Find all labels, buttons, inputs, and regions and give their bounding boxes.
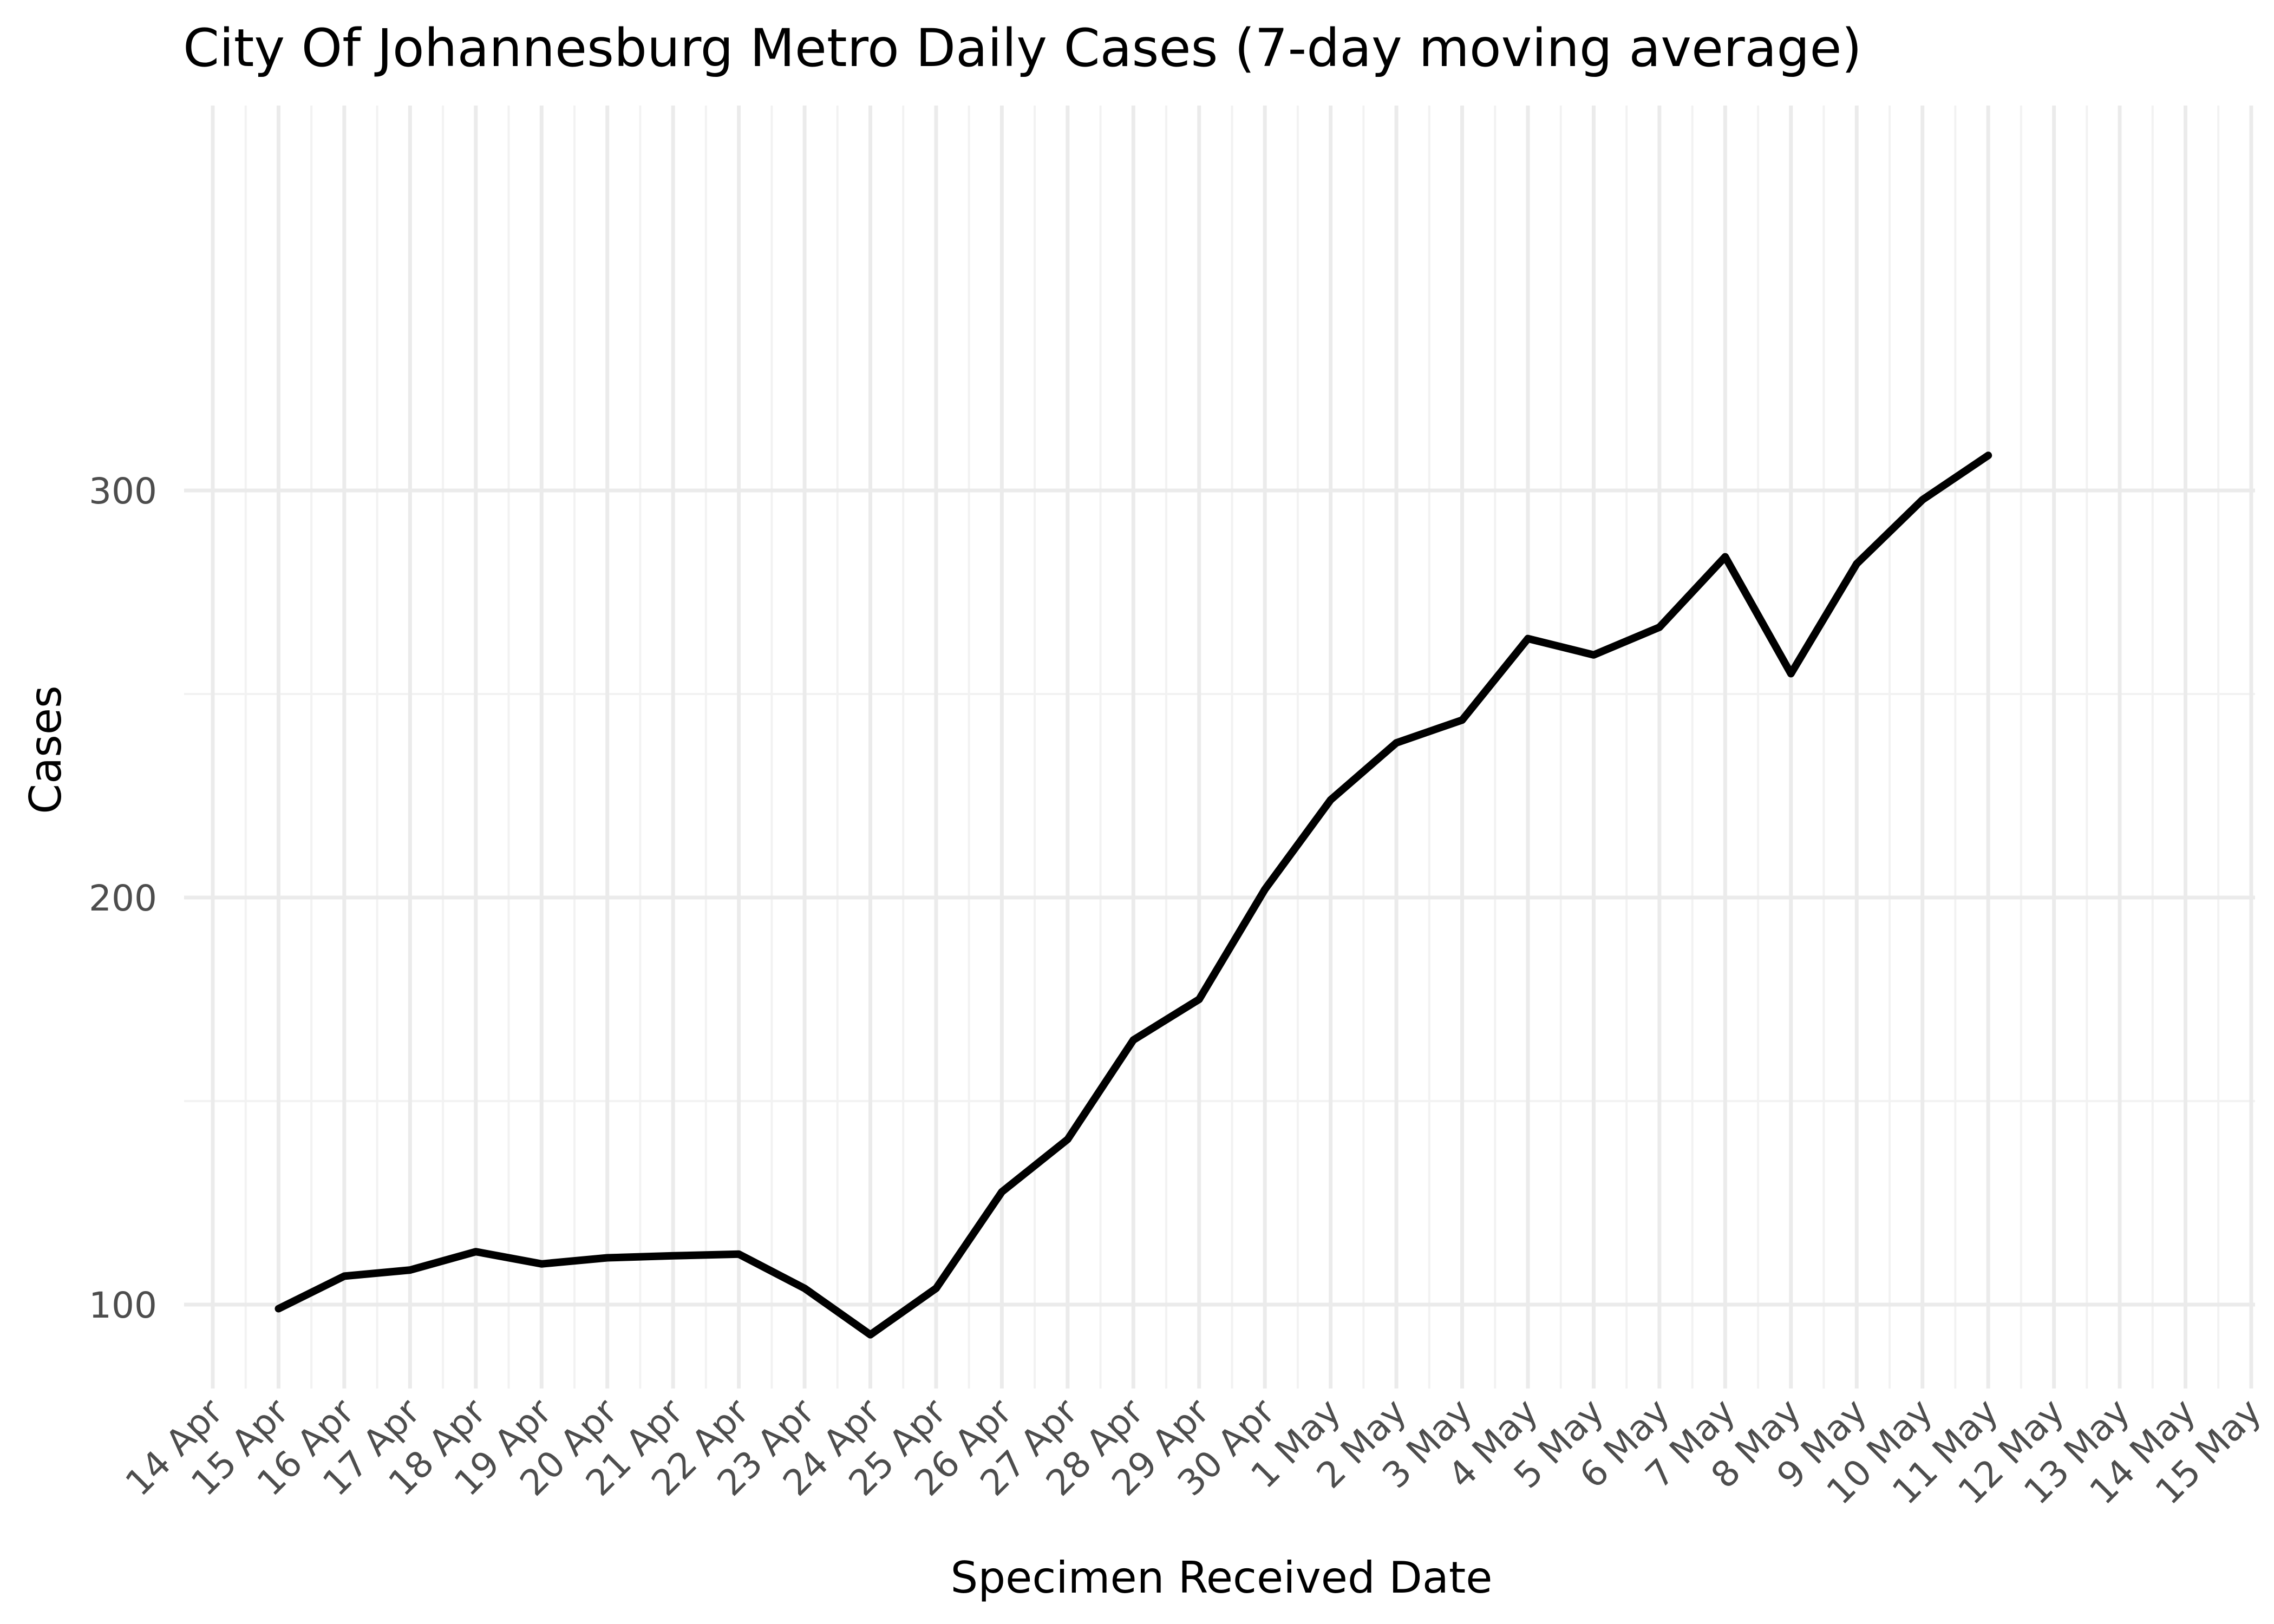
y-axis-title: Cases	[21, 685, 71, 814]
plot-grid	[184, 106, 2255, 1389]
y-axis-ticks: 100 200 300	[89, 470, 157, 1326]
y-tick-label: 100	[89, 1285, 157, 1326]
y-tick-label: 200	[89, 878, 157, 919]
y-tick-label: 300	[89, 470, 157, 512]
series-line	[275, 451, 1992, 1339]
chart-title: City Of Johannesburg Metro Daily Cases (…	[183, 18, 1862, 78]
x-axis-title: Specimen Received Date	[951, 1553, 1493, 1603]
